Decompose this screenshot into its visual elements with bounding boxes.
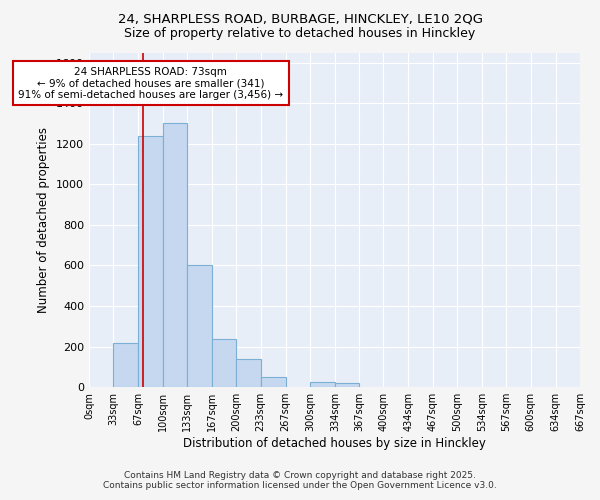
Text: Contains HM Land Registry data © Crown copyright and database right 2025.
Contai: Contains HM Land Registry data © Crown c…	[103, 470, 497, 490]
Text: Size of property relative to detached houses in Hinckley: Size of property relative to detached ho…	[124, 28, 476, 40]
Bar	[163, 124, 187, 387]
Bar	[335, 383, 359, 387]
Text: 24, SHARPLESS ROAD, BURBAGE, HINCKLEY, LE10 2QG: 24, SHARPLESS ROAD, BURBAGE, HINCKLEY, L…	[118, 12, 482, 26]
Bar	[113, 342, 139, 387]
Bar	[260, 377, 286, 387]
Bar	[212, 338, 236, 387]
Text: 24 SHARPLESS ROAD: 73sqm
← 9% of detached houses are smaller (341)
91% of semi-d: 24 SHARPLESS ROAD: 73sqm ← 9% of detache…	[18, 66, 283, 100]
Bar	[187, 266, 212, 387]
Y-axis label: Number of detached properties: Number of detached properties	[37, 127, 50, 313]
X-axis label: Distribution of detached houses by size in Hinckley: Distribution of detached houses by size …	[183, 437, 486, 450]
Bar	[139, 136, 163, 387]
Bar	[310, 382, 335, 387]
Bar	[236, 359, 260, 387]
